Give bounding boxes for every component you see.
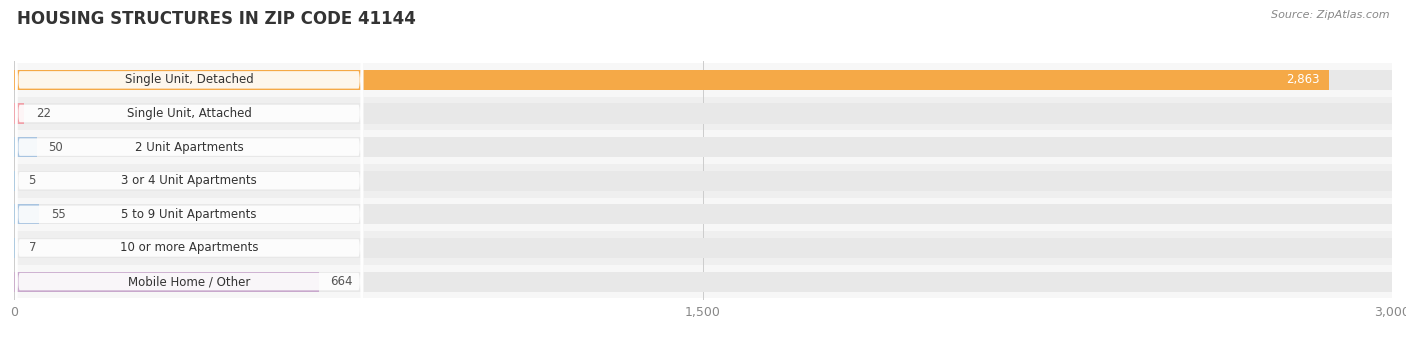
Bar xyxy=(14,271,319,292)
Bar xyxy=(14,204,1392,224)
Text: 664: 664 xyxy=(330,275,353,288)
Bar xyxy=(14,63,1392,97)
Text: 5 to 9 Unit Apartments: 5 to 9 Unit Apartments xyxy=(121,208,257,221)
Bar xyxy=(14,204,39,224)
Bar xyxy=(14,137,1392,157)
Bar xyxy=(14,238,1392,258)
Bar xyxy=(14,137,37,157)
Bar xyxy=(14,103,24,123)
Text: 10 or more Apartments: 10 or more Apartments xyxy=(120,241,259,254)
Text: 50: 50 xyxy=(48,140,63,153)
Bar xyxy=(14,238,17,258)
Text: 3 or 4 Unit Apartments: 3 or 4 Unit Apartments xyxy=(121,174,257,187)
Text: HOUSING STRUCTURES IN ZIP CODE 41144: HOUSING STRUCTURES IN ZIP CODE 41144 xyxy=(17,10,416,28)
Bar xyxy=(14,271,1392,292)
Text: 2 Unit Apartments: 2 Unit Apartments xyxy=(135,140,243,153)
FancyBboxPatch shape xyxy=(15,0,363,341)
Text: Source: ZipAtlas.com: Source: ZipAtlas.com xyxy=(1271,10,1389,20)
Text: 55: 55 xyxy=(51,208,66,221)
Bar xyxy=(14,197,1392,231)
Bar xyxy=(14,130,1392,164)
Bar xyxy=(14,265,1392,298)
FancyBboxPatch shape xyxy=(15,0,363,341)
Text: 2,863: 2,863 xyxy=(1286,73,1320,86)
Text: Mobile Home / Other: Mobile Home / Other xyxy=(128,275,250,288)
Bar xyxy=(14,231,1392,265)
Bar xyxy=(14,70,1329,90)
Bar xyxy=(14,170,17,191)
Text: 7: 7 xyxy=(28,241,37,254)
Text: Single Unit, Detached: Single Unit, Detached xyxy=(125,73,253,86)
FancyBboxPatch shape xyxy=(15,0,363,341)
Bar xyxy=(14,170,1392,191)
FancyBboxPatch shape xyxy=(15,0,363,341)
Bar xyxy=(14,103,1392,123)
Bar xyxy=(14,97,1392,130)
FancyBboxPatch shape xyxy=(15,0,363,341)
Text: Single Unit, Attached: Single Unit, Attached xyxy=(127,107,252,120)
FancyBboxPatch shape xyxy=(15,0,363,341)
FancyBboxPatch shape xyxy=(15,0,363,341)
Text: 5: 5 xyxy=(28,174,35,187)
Bar xyxy=(14,70,1392,90)
Bar xyxy=(14,164,1392,197)
Text: 22: 22 xyxy=(35,107,51,120)
